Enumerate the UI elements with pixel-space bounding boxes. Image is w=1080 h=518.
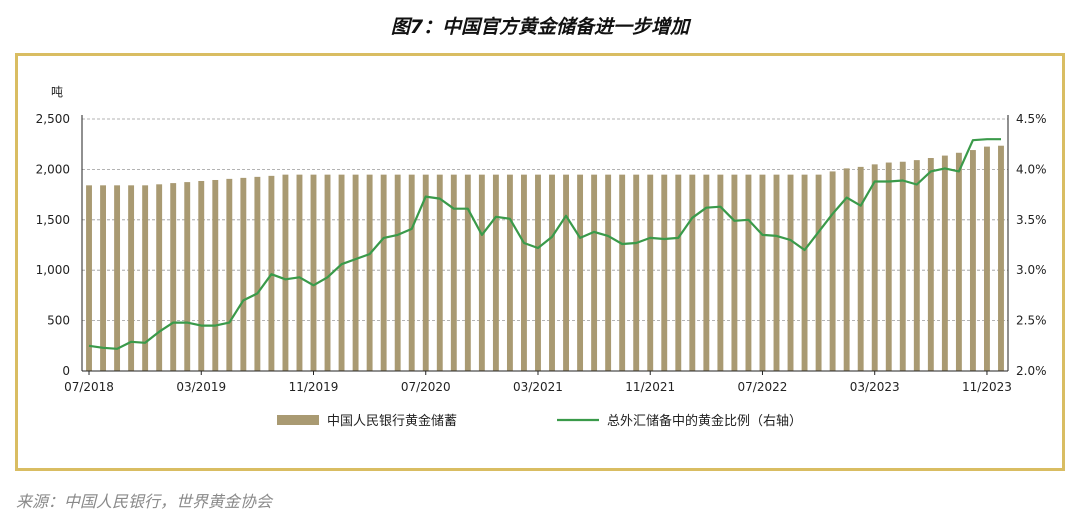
bar — [324, 174, 331, 371]
bar — [675, 174, 682, 371]
bar — [254, 176, 261, 371]
bar — [184, 182, 191, 371]
bar — [380, 174, 387, 371]
y-tick-label: 2,500 — [36, 112, 70, 126]
bar — [212, 179, 219, 371]
y2-tick-label: 4.0% — [1016, 162, 1047, 176]
bar — [114, 185, 121, 371]
bar — [969, 150, 976, 371]
y2-tick-label: 3.0% — [1016, 263, 1047, 277]
legend-bar-label: 中国人民银行黄金储蓄 — [327, 413, 457, 429]
bar — [464, 174, 471, 371]
x-tick-label: 07/2020 — [401, 380, 451, 394]
legend-bar-swatch — [277, 415, 319, 425]
bar — [857, 166, 864, 371]
bar — [689, 174, 696, 371]
bar — [535, 174, 541, 371]
bar-series — [86, 145, 1004, 371]
bar — [773, 174, 780, 371]
x-tick-label: 11/2019 — [289, 380, 339, 394]
source-note: 来源：中国人民银行，世界黄金协会 — [16, 492, 273, 511]
bar — [86, 185, 92, 371]
x-tick-label: 03/2021 — [513, 380, 563, 394]
bar — [661, 174, 668, 371]
bar — [492, 174, 499, 371]
x-tick-label: 07/2018 — [64, 380, 114, 394]
y-tick-label: 2,000 — [36, 162, 70, 176]
bar — [310, 174, 317, 371]
bar — [240, 177, 247, 371]
bar — [338, 174, 345, 371]
bar — [984, 146, 990, 371]
bar — [226, 178, 233, 371]
bar — [170, 183, 177, 371]
bar — [815, 174, 822, 371]
bar — [787, 174, 794, 371]
bar — [142, 185, 149, 371]
y-tick-label: 1,000 — [36, 263, 70, 277]
bar — [998, 145, 1004, 371]
bar — [745, 174, 752, 371]
x-tick-label: 07/2022 — [738, 380, 788, 394]
bar — [408, 174, 415, 371]
x-tick-label: 11/2023 — [962, 380, 1012, 394]
x-tick-label: 03/2019 — [176, 380, 226, 394]
bar — [899, 161, 906, 371]
y-tick-label: 500 — [47, 314, 70, 328]
bar — [296, 174, 303, 371]
x-tick-label: 03/2023 — [850, 380, 900, 394]
bar — [394, 174, 401, 371]
chart-frame: 0 500 1,000 1,500 2,000 2,500 2.0% 2.5% 3.0% 3.5%… — [15, 53, 1065, 471]
bar — [450, 174, 457, 371]
bar — [128, 185, 135, 371]
y-tick-label: 1,500 — [36, 213, 70, 227]
bar — [619, 174, 626, 371]
bar — [478, 174, 485, 371]
bar — [366, 174, 373, 371]
bar — [885, 162, 892, 371]
bar — [647, 174, 654, 371]
bar — [829, 171, 836, 371]
axes: 0 500 1,000 1,500 2,000 2,500 2.0% 2.5% 3.0% 3.5%… — [36, 112, 1047, 394]
bar — [801, 174, 808, 371]
y-tick-label: 0 — [62, 364, 70, 378]
bar — [605, 174, 612, 371]
bar — [941, 155, 948, 371]
bar — [506, 174, 513, 371]
bar — [731, 174, 738, 371]
gold-ratio-line — [88, 138, 1001, 350]
bar — [563, 174, 569, 371]
bar — [436, 174, 443, 371]
bar — [156, 184, 163, 371]
chart-svg: 0 500 1,000 1,500 2,000 2,500 2.0% 2.5% 3.0% 3.5%… — [36, 85, 1047, 429]
y2-tick-label: 2.5% — [1016, 314, 1047, 328]
bar — [717, 174, 724, 371]
bar — [282, 174, 289, 371]
bar — [352, 174, 359, 371]
bar — [521, 174, 527, 371]
legend-line-label: 总外汇储备中的黄金比例（右轴） — [607, 413, 802, 429]
bar — [759, 174, 766, 371]
bar — [913, 160, 920, 371]
y2-tick-label: 3.5% — [1016, 213, 1047, 227]
x-tick-label: 11/2021 — [625, 380, 675, 394]
bar — [549, 174, 555, 371]
bar — [577, 174, 584, 371]
bar — [198, 180, 205, 371]
bar — [591, 174, 598, 371]
y-axis-unit: 吨 — [51, 85, 63, 99]
y2-tick-label: 2.0% — [1016, 364, 1047, 378]
bar — [955, 152, 962, 371]
bar — [843, 168, 850, 371]
y2-tick-label: 4.5% — [1016, 112, 1047, 126]
legend: 中国人民银行黄金储蓄 总外汇储备中的黄金比例（右轴） — [277, 413, 802, 429]
bar — [927, 158, 934, 371]
chart-title: 图7：中国官方黄金储备进一步增加 — [390, 16, 690, 38]
bar — [633, 174, 640, 371]
bar — [871, 164, 878, 371]
bar — [100, 185, 106, 371]
bar — [422, 174, 429, 371]
bar — [703, 174, 710, 371]
gridlines — [82, 118, 1008, 322]
